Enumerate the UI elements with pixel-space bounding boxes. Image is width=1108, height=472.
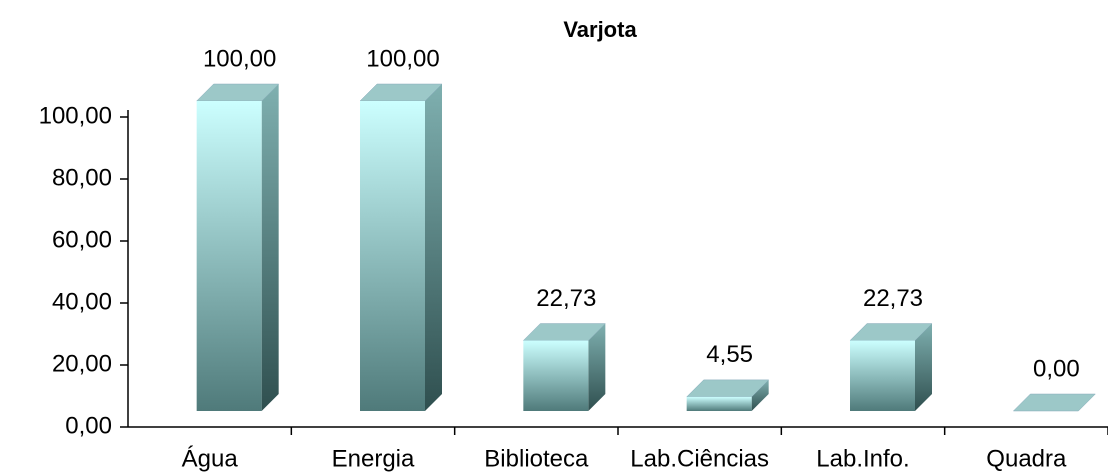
x-tick-label: Lab.Ciências (630, 445, 769, 472)
x-tick-label: Água (182, 445, 239, 472)
y-tick-label: 60,00 (52, 226, 112, 253)
bar (196, 101, 262, 411)
y-tick-label: 80,00 (52, 164, 112, 191)
x-tick-label: Quadra (986, 445, 1067, 472)
bar (523, 340, 589, 411)
y-tick-label: 20,00 (52, 350, 112, 377)
y-tick-label: 0,00 (65, 412, 112, 439)
x-tick-label: Biblioteca (484, 445, 589, 472)
data-label: 100,00 (203, 45, 276, 72)
bar-side (425, 84, 442, 411)
bar-side (588, 323, 606, 411)
bar-top (1012, 393, 1096, 412)
data-label: 22,73 (536, 285, 596, 312)
bar-side (261, 84, 279, 411)
chart-title: Varjota (563, 17, 637, 42)
y-tick-label: 40,00 (52, 288, 112, 315)
x-tick-label: Lab.Info. (816, 445, 909, 472)
x-tick-label: Energia (332, 445, 415, 472)
bar-side (751, 379, 769, 411)
bar (686, 396, 752, 411)
bar-side (915, 323, 932, 411)
data-label: 4,55 (706, 341, 753, 368)
data-label: 0,00 (1033, 355, 1080, 382)
bar (360, 101, 425, 411)
y-tick-label: 100,00 (39, 102, 112, 129)
data-label: 22,73 (863, 285, 923, 312)
bar (850, 340, 915, 411)
data-label: 100,00 (366, 45, 439, 72)
